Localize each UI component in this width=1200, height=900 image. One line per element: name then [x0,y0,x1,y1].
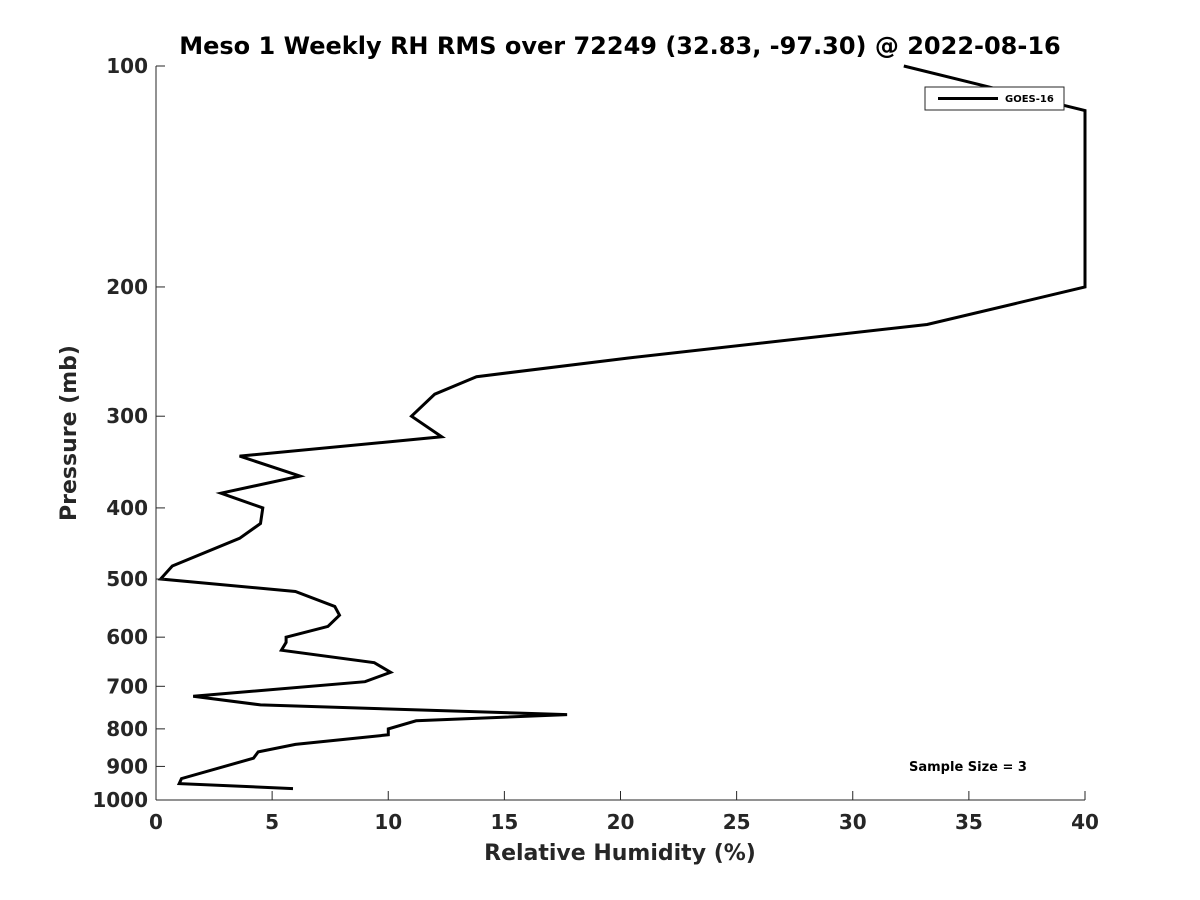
y-axis-label: Pressure (mb) [57,345,82,521]
y-tick-label: 1000 [92,788,148,812]
x-tick-label: 10 [374,810,402,834]
x-tick-label: 15 [490,810,518,834]
y-tick-label: 300 [106,404,148,428]
x-tick-label: 40 [1071,810,1099,834]
y-axis-ticks: 100 200 300 400 500 600 700 800 900 1000 [92,54,165,812]
x-axis-ticks: 0 5 10 15 20 25 30 35 40 [149,791,1099,834]
series-line-goes-16 [157,64,1087,791]
x-tick-label: 30 [839,810,867,834]
x-tick-label: 20 [607,810,635,834]
legend-label-goes-16: GOES-16 [1005,94,1054,105]
x-tick-label: 5 [265,810,279,834]
y-tick-label: 500 [106,567,148,591]
x-axis-label: Relative Humidity (%) [484,841,756,866]
y-tick-label: 700 [106,674,148,698]
y-tick-label: 600 [106,625,148,649]
plot-area [155,66,1085,801]
x-tick-label: 0 [149,810,163,834]
x-tick-label: 35 [955,810,983,834]
x-tick-label: 25 [723,810,751,834]
series-layer [157,64,1087,791]
y-tick-label: 200 [106,275,148,299]
sample-size-annotation: Sample Size = 3 [909,760,1027,775]
y-tick-label: 100 [106,54,148,78]
y-tick-label: 800 [106,717,148,741]
chart-title: Meso 1 Weekly RH RMS over 72249 (32.83, … [179,32,1061,60]
y-tick-label: 900 [106,754,148,778]
y-tick-label: 400 [106,496,148,520]
legend: GOES-16 [924,86,1065,111]
